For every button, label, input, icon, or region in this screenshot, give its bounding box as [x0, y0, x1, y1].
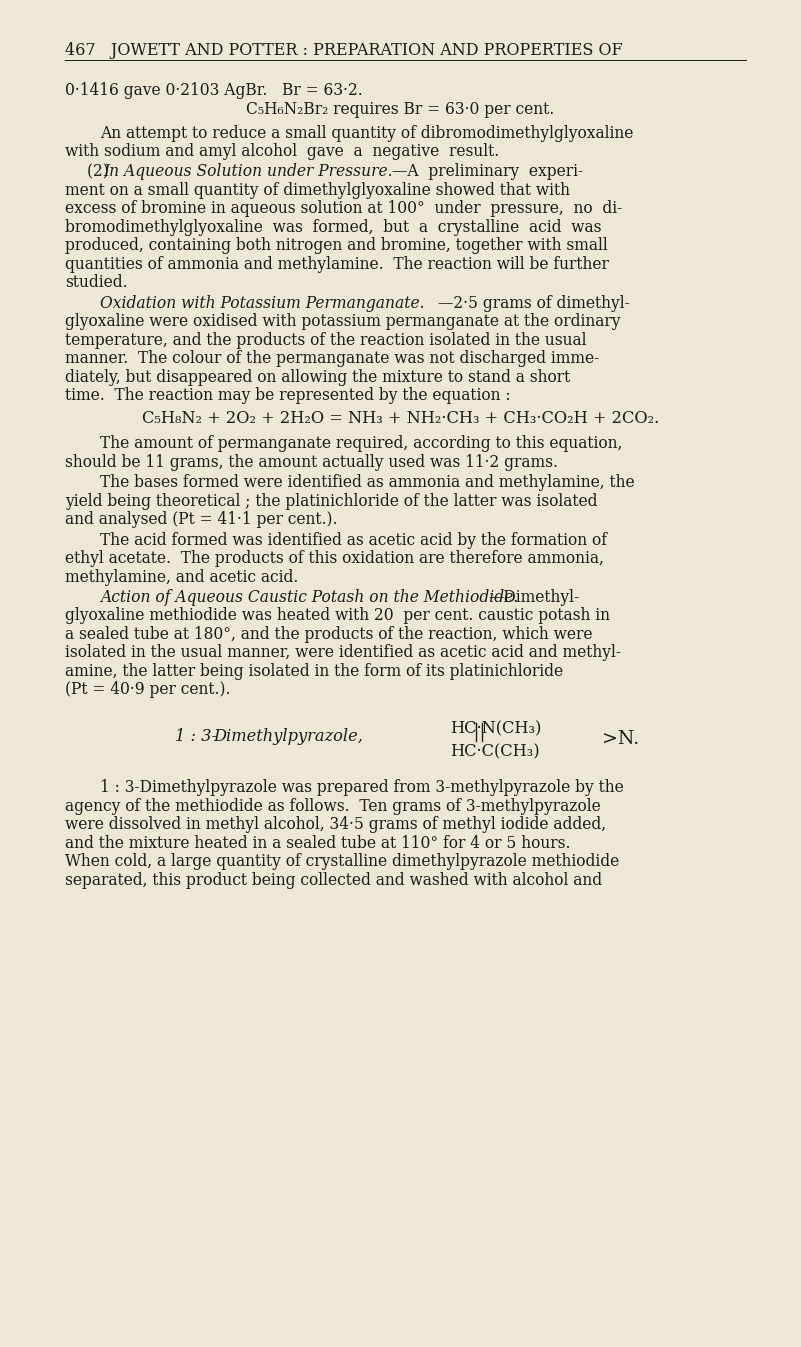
Text: produced, containing both nitrogen and bromine, together with small: produced, containing both nitrogen and b…	[65, 237, 608, 255]
Text: 0·1416 gave 0·2103 AgBr.   Br = 63·2.: 0·1416 gave 0·2103 AgBr. Br = 63·2.	[65, 82, 363, 98]
Text: amine, the latter being isolated in the form of its platinichloride: amine, the latter being isolated in the …	[65, 663, 563, 680]
Text: manner.  The colour of the permanganate was not discharged imme-: manner. The colour of the permanganate w…	[65, 350, 599, 368]
Text: a sealed tube at 180°, and the products of the reaction, which were: a sealed tube at 180°, and the products …	[65, 626, 593, 643]
Text: separated, this product being collected and washed with alcohol and: separated, this product being collected …	[65, 872, 602, 889]
Text: isolated in the usual manner, were identified as acetic acid and methyl-: isolated in the usual manner, were ident…	[65, 644, 621, 661]
Text: C₅H₆N₂Br₂ requires Br = 63·0 per cent.: C₅H₆N₂Br₂ requires Br = 63·0 per cent.	[247, 101, 554, 117]
Text: —Dimethyl-: —Dimethyl-	[488, 589, 579, 606]
Text: and the mixture heated in a sealed tube at 110° for 4 or 5 hours.: and the mixture heated in a sealed tube …	[65, 835, 570, 851]
Text: should be 11 grams, the amount actually used was 11·2 grams.: should be 11 grams, the amount actually …	[65, 454, 558, 471]
Text: agency of the methiodide as follows.  Ten grams of 3-methylpyrazole: agency of the methiodide as follows. Ten…	[65, 797, 601, 815]
Text: diately, but disappeared on allowing the mixture to stand a short: diately, but disappeared on allowing the…	[65, 369, 570, 385]
Text: (2): (2)	[87, 163, 114, 180]
Text: ethyl acetate.  The products of this oxidation are therefore ammonia,: ethyl acetate. The products of this oxid…	[65, 550, 604, 567]
Text: glyoxaline were oxidised with potassium permanganate at the ordinary: glyoxaline were oxidised with potassium …	[65, 314, 621, 330]
Text: with sodium and amyl alcohol  gave  a  negative  result.: with sodium and amyl alcohol gave a nega…	[65, 143, 499, 160]
Text: HC·N(CH₃): HC·N(CH₃)	[450, 721, 541, 738]
Text: and analysed (Pt = 41·1 per cent.).: and analysed (Pt = 41·1 per cent.).	[65, 512, 337, 528]
Text: excess of bromine in aqueous solution at 100°  under  pressure,  no  di-: excess of bromine in aqueous solution at…	[65, 201, 622, 217]
Text: methylamine, and acetic acid.: methylamine, and acetic acid.	[65, 568, 299, 586]
Text: Dimethylpyrazole,: Dimethylpyrazole,	[213, 727, 363, 745]
Text: The acid formed was identified as acetic acid by the formation of: The acid formed was identified as acetic…	[100, 532, 607, 548]
Text: were dissolved in methyl alcohol, 34·5 grams of methyl iodide added,: were dissolved in methyl alcohol, 34·5 g…	[65, 816, 606, 834]
Text: bromodimethylglyoxaline  was  formed,  but  a  crystalline  acid  was: bromodimethylglyoxaline was formed, but …	[65, 220, 602, 236]
Text: time.  The reaction may be represented by the equation :: time. The reaction may be represented by…	[65, 387, 510, 404]
Text: —A  preliminary  experi-: —A preliminary experi-	[392, 163, 583, 180]
Text: 1 : 3-Dimethylpyrazole was prepared from 3-methylpyrazole by the: 1 : 3-Dimethylpyrazole was prepared from…	[100, 780, 624, 796]
Text: yield being theoretical ; the platinichloride of the latter was isolated: yield being theoretical ; the platinichl…	[65, 493, 598, 509]
Text: studied.: studied.	[65, 275, 127, 291]
Text: >N.: >N.	[602, 730, 639, 748]
Text: HC·C(CH₃): HC·C(CH₃)	[450, 744, 540, 760]
Text: Action of Aqueous Caustic Potash on the Methiodide.: Action of Aqueous Caustic Potash on the …	[100, 589, 518, 606]
Text: 1 : 3-: 1 : 3-	[175, 727, 217, 745]
Text: quantities of ammonia and methylamine.  The reaction will be further: quantities of ammonia and methylamine. T…	[65, 256, 609, 273]
Text: The amount of permanganate required, according to this equation,: The amount of permanganate required, acc…	[100, 435, 622, 453]
Text: The bases formed were identified as ammonia and methylamine, the: The bases formed were identified as ammo…	[100, 474, 634, 492]
Text: When cold, a large quantity of crystalline dimethylpyrazole methiodide: When cold, a large quantity of crystalli…	[65, 854, 619, 870]
Text: Oxidation with Potassium Permanganate.: Oxidation with Potassium Permanganate.	[100, 295, 425, 311]
Text: 467   JOWETT AND POTTER : PREPARATION AND PROPERTIES OF: 467 JOWETT AND POTTER : PREPARATION AND …	[65, 42, 622, 59]
Text: —2·5 grams of dimethyl-: —2·5 grams of dimethyl-	[438, 295, 630, 311]
Text: ment on a small quantity of dimethylglyoxaline showed that with: ment on a small quantity of dimethylglyo…	[65, 182, 570, 199]
Text: glyoxaline methiodide was heated with 20  per cent. caustic potash in: glyoxaline methiodide was heated with 20…	[65, 607, 610, 625]
Text: An attempt to reduce a small quantity of dibromodimethylglyoxaline: An attempt to reduce a small quantity of…	[100, 124, 634, 141]
Text: temperature, and the products of the reaction isolated in the usual: temperature, and the products of the rea…	[65, 331, 586, 349]
Text: (Pt = 40·9 per cent.).: (Pt = 40·9 per cent.).	[65, 682, 231, 698]
Text: C₅H₈N₂ + 2O₂ + 2H₂O = NH₃ + NH₂·CH₃ + CH₃·CO₂H + 2CO₂.: C₅H₈N₂ + 2O₂ + 2H₂O = NH₃ + NH₂·CH₃ + CH…	[142, 411, 659, 427]
Text: In Aqueous Solution under Pressure.: In Aqueous Solution under Pressure.	[103, 163, 392, 180]
